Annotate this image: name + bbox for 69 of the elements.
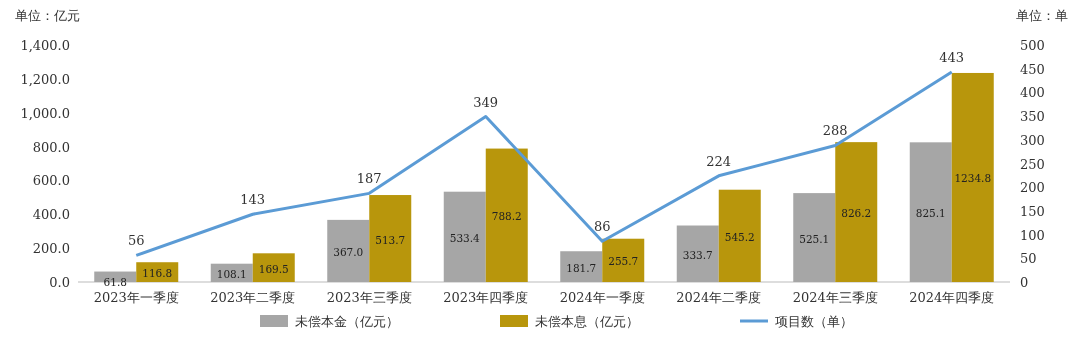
data-label: 169.5: [258, 262, 289, 275]
x-tick-label: 2024年二季度: [676, 290, 762, 305]
bar: [835, 142, 878, 282]
x-tick-label: 2023年三季度: [326, 290, 412, 305]
data-label: 224: [706, 153, 732, 169]
data-label: 288: [822, 123, 848, 139]
bar: [560, 251, 603, 282]
bar: [951, 72, 994, 282]
y2-tick-label: 100: [1020, 227, 1045, 243]
data-label: 349: [473, 94, 499, 110]
bar: [485, 148, 528, 282]
bar: [369, 195, 412, 282]
data-label: 61.8: [103, 275, 127, 288]
x-tick-label: 2024年三季度: [792, 290, 878, 305]
data-label: 367.0: [333, 245, 364, 258]
x-tick-label: 2023年四季度: [443, 290, 529, 305]
y2-tick-label: 50: [1020, 251, 1037, 267]
legend-label: 未偿本息（亿元）: [535, 314, 639, 329]
y-tick-label: 800.0: [32, 139, 70, 155]
data-label: 333.7: [682, 248, 713, 261]
y2-tick-label: 350: [1020, 109, 1045, 125]
x-tick-label: 2023年二季度: [210, 290, 296, 305]
y-tick-label: 200.0: [32, 241, 70, 257]
y-tick-label: 0.0: [49, 275, 70, 290]
data-label: 826.2: [841, 207, 872, 220]
data-label: 525.1: [799, 232, 830, 245]
y2-tick-label: 300: [1020, 132, 1045, 148]
y2-tick-label: 250: [1020, 156, 1045, 172]
y-tick-label: 400.0: [32, 207, 70, 223]
bar: [252, 253, 295, 282]
data-label: 86: [593, 219, 611, 235]
x-tick-label: 2024年四季度: [909, 290, 995, 305]
data-label: 187: [356, 171, 382, 187]
y-axis-title: 单位：亿元: [15, 8, 80, 23]
data-label: 181.7: [566, 261, 597, 274]
bar: [443, 191, 486, 282]
data-label: 56: [127, 233, 145, 249]
y-tick-label: 1,000.0: [20, 105, 70, 121]
legend-label: 项目数（单）: [775, 314, 853, 329]
x-tick-label: 2023年一季度: [93, 290, 179, 305]
y-tick-label: 600.0: [32, 173, 70, 189]
y2-tick-label: 200: [1020, 180, 1045, 196]
bar: [793, 193, 836, 282]
data-label: 116.8: [142, 267, 173, 280]
y-tick-label: 1,200.0: [20, 71, 70, 87]
y-tick-label: 1,400.0: [20, 38, 70, 53]
data-label: 533.4: [449, 231, 481, 244]
data-label: 825.1: [915, 207, 946, 220]
data-label: 443: [939, 50, 965, 66]
data-label: 143: [240, 192, 266, 208]
bar: [676, 225, 719, 282]
y2-tick-label: 400: [1020, 85, 1045, 101]
data-label: 513.7: [375, 233, 406, 246]
data-label: 108.1: [216, 267, 247, 280]
data-label: 545.2: [724, 230, 755, 243]
bar: [909, 142, 952, 282]
y2-axis-title: 单位：单: [1016, 8, 1068, 23]
y2-tick-label: 150: [1020, 203, 1045, 219]
y2-tick-label: 450: [1020, 61, 1045, 77]
bar: [718, 189, 761, 282]
data-label: 788.2: [491, 210, 522, 223]
data-label: 255.7: [608, 255, 639, 268]
data-label: 1234.8: [954, 172, 992, 185]
legend-label: 未偿本金（亿元）: [295, 314, 399, 329]
bar: [602, 238, 645, 282]
y2-tick-label: 500: [1020, 38, 1045, 53]
y2-tick-label: 0: [1020, 275, 1029, 290]
x-tick-label: 2024年一季度: [559, 290, 645, 305]
bar: [327, 219, 370, 282]
